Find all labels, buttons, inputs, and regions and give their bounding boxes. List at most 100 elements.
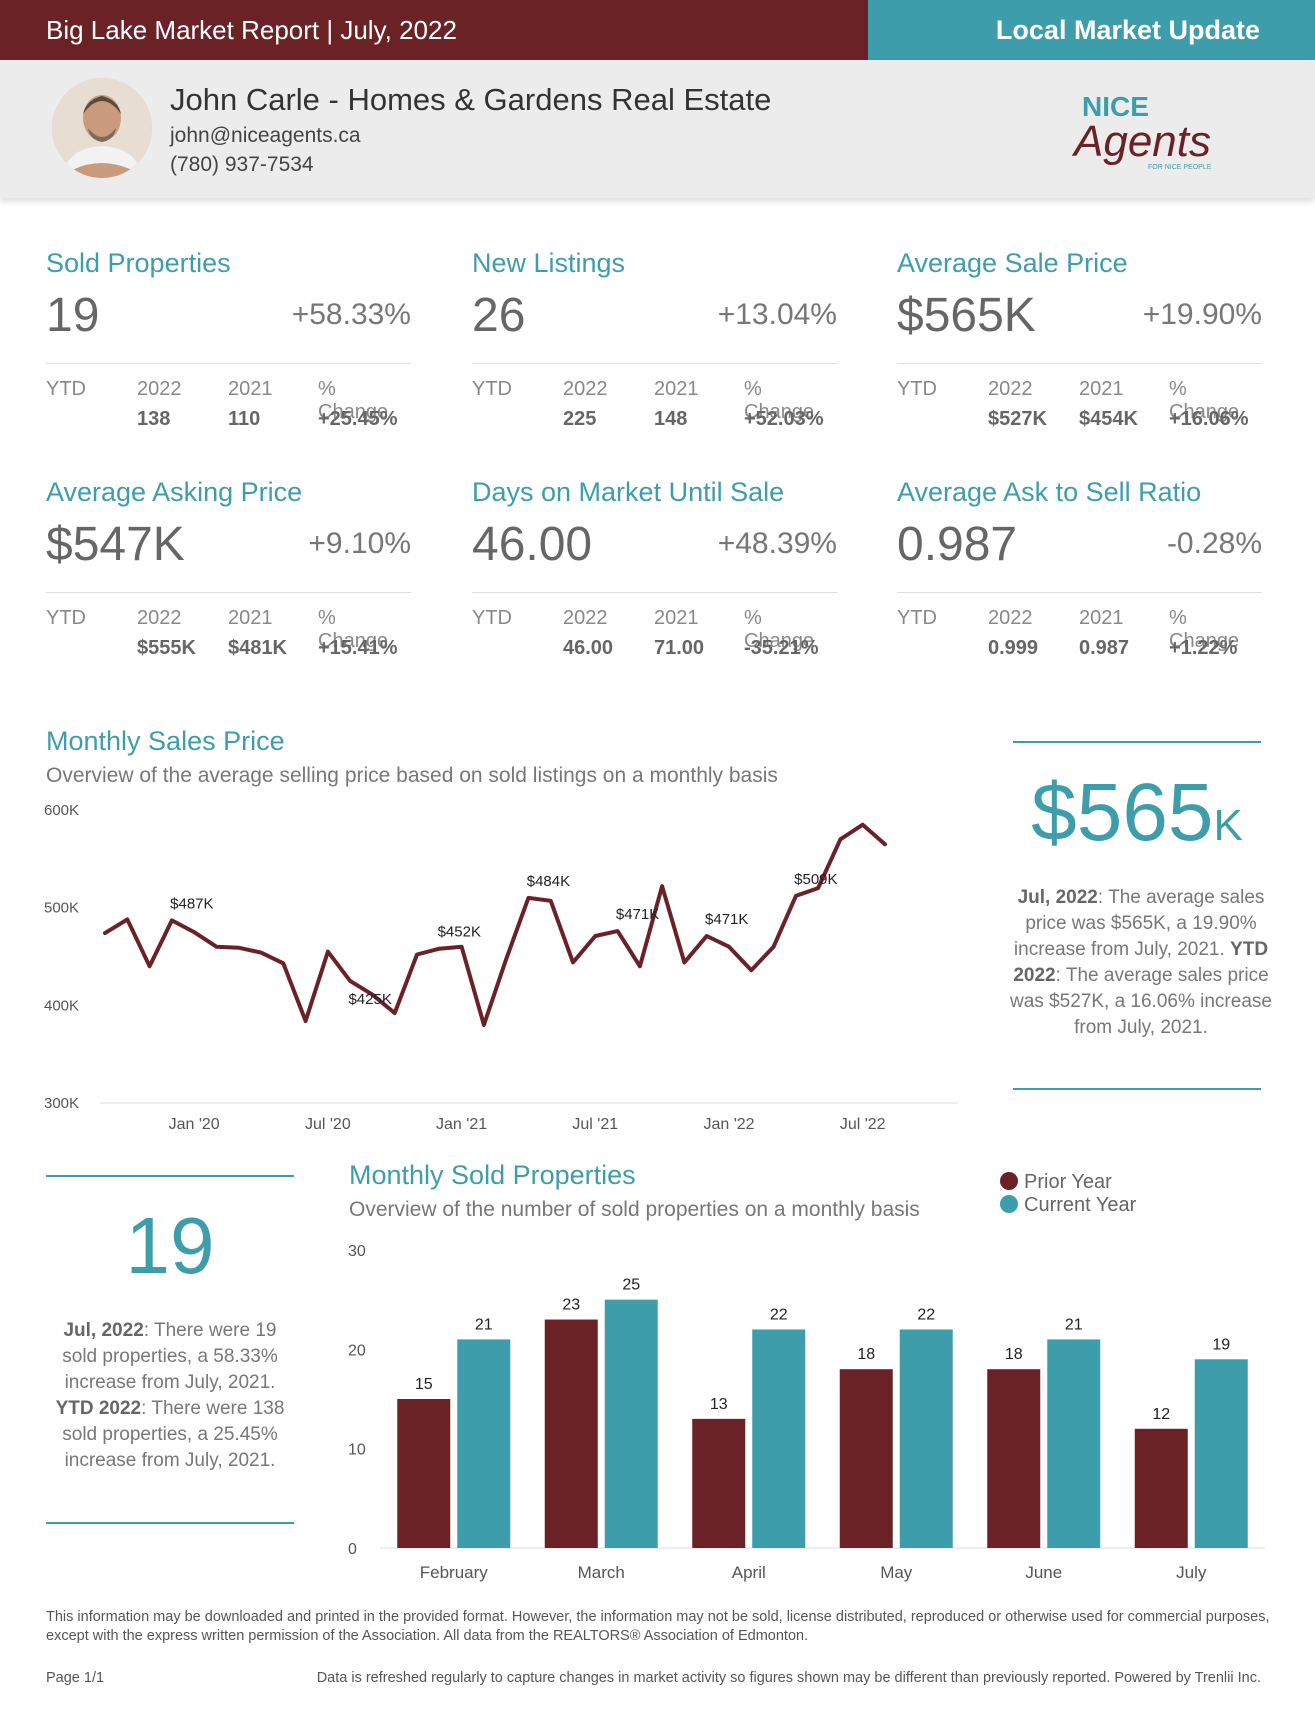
sales-price-point (772, 945, 776, 949)
y-tick-label: 500K (44, 900, 79, 917)
ytd-2021-value: $481K (228, 637, 287, 659)
sales-price-point (393, 1011, 397, 1015)
highlight-unit: K (1213, 801, 1243, 850)
divider (1013, 1088, 1261, 1090)
divider (472, 592, 837, 593)
ytd-2022-header: 2022 (988, 607, 1033, 629)
y-tick-label: 20 (348, 1342, 366, 1359)
data-label: $471K (616, 906, 659, 923)
data-label: $484K (527, 873, 570, 890)
ytd-label: YTD (897, 378, 937, 400)
stat-change: -0.28% (1166, 527, 1262, 560)
report-title: Big Lake Market Report | July, 2022 (0, 0, 868, 60)
stat-value: $565K (897, 289, 1036, 342)
monthly-sold-properties-subtitle: Overview of the number of sold propertie… (349, 1198, 920, 1221)
divider (897, 363, 1262, 364)
sales-price-point (638, 964, 642, 968)
bar-value-label: 21 (1065, 1316, 1083, 1333)
data-label: $452K (438, 924, 481, 941)
divider (897, 592, 1262, 593)
agent-name: John Carle - Homes & Gardens Real Estate (170, 82, 772, 117)
ytd-label: YTD (472, 607, 512, 629)
agent-avatar (52, 78, 152, 178)
agent-email[interactable]: john@niceagents.ca (170, 124, 361, 147)
stat-card-new-listings: New Listings 26 +13.04% YTD 2022 2021 % … (472, 248, 837, 438)
stat-title: Average Asking Price (46, 477, 303, 507)
disclaimer-text: This information may be downloaded and p… (46, 1609, 1270, 1644)
stat-title: Average Ask to Sell Ratio (897, 477, 1202, 507)
sales-price-point (727, 945, 731, 949)
ytd-change-header: % Change (1169, 378, 1240, 423)
bar-value-label: 22 (917, 1306, 935, 1323)
sales-price-point (281, 961, 285, 965)
note-date: Jul, 2022 (63, 1320, 144, 1341)
ytd-2022-header: 2022 (137, 378, 182, 400)
ytd-change-value: +16.06% (1169, 408, 1249, 430)
sales-price-point (749, 968, 753, 972)
sales-price-point (504, 957, 508, 961)
sales-price-point (237, 946, 241, 950)
note-text: : The average sales price was $565K, a 1… (1013, 887, 1265, 960)
ytd-label: YTD (46, 607, 86, 629)
local-market-update-badge: Local Market Update (868, 0, 1315, 60)
sales-price-point (304, 1019, 308, 1023)
current-year-bar (457, 1339, 511, 1548)
monthly-sales-price-subtitle: Overview of the average selling price ba… (46, 764, 778, 787)
monthly-sales-price-chart: 300K 400K 500K 600K Jan '20 Jul '20 Jan '21 Jul… (44, 802, 958, 1133)
bar-value-label: 12 (1152, 1406, 1170, 1423)
bar-value-label: 13 (710, 1396, 728, 1413)
current-year-bar (604, 1299, 658, 1548)
ytd-2021-value: $454K (1079, 408, 1138, 430)
ytd-2022-header: 2022 (988, 378, 1033, 400)
note-text: : There were 19 sold properties, a 58.33… (62, 1320, 278, 1393)
ytd-2022-value: 46.00 (563, 637, 614, 659)
average-price-highlight: $565K (1013, 766, 1261, 860)
ytd-2021-value: 0.987 (1079, 637, 1130, 659)
sales-price-point (370, 993, 374, 997)
average-price-note: Jul, 2022: The average sales price was $… (1010, 885, 1272, 1041)
ytd-label: YTD (472, 378, 512, 400)
data-refresh-note: Data is refreshed regularly to capture c… (316, 1670, 1261, 1686)
note-date: Jul, 2022 (1017, 887, 1098, 908)
ytd-2021-value: 148 (654, 408, 688, 430)
current-year-bar (752, 1329, 806, 1548)
monthly-sold-properties-chart: 0 10 20 30 15 21 February 23 25 March 13 22 April 18 2… (348, 1243, 1265, 1582)
data-label: $425K (348, 991, 391, 1008)
sales-price-point (682, 960, 686, 964)
monthly-sales-price-title: Monthly Sales Price (46, 726, 285, 756)
bar-value-label: 18 (1005, 1346, 1023, 1363)
sales-price-point (170, 918, 174, 922)
current-year-bar (1047, 1339, 1101, 1548)
bar-value-label: 23 (562, 1297, 580, 1314)
prior-year-swatch (1000, 1172, 1018, 1190)
prior-year-bar (987, 1369, 1041, 1548)
page-number: Page 1/1 (46, 1670, 105, 1686)
bar-value-label: 25 (622, 1277, 640, 1294)
sales-price-point (148, 964, 152, 968)
data-label: $487K (170, 895, 213, 912)
stat-title: Average Sale Price (897, 248, 1128, 278)
current-year-bar (899, 1329, 953, 1548)
ytd-2021-value: 71.00 (654, 637, 705, 659)
y-tick-label: 600K (44, 802, 79, 819)
y-tick-label: 300K (44, 1095, 79, 1112)
x-category-label: February (420, 1563, 489, 1582)
agent-phone[interactable]: (780) 937-7534 (170, 153, 314, 176)
ytd-change-value: +15.41% (318, 637, 398, 659)
x-category-label: April (732, 1563, 766, 1582)
y-tick-label: 10 (348, 1442, 366, 1459)
sales-price-point (192, 930, 196, 934)
stat-card-sold-properties: Sold Properties 19 +58.33% YTD 2022 2021… (46, 248, 411, 438)
x-category-label: May (880, 1563, 913, 1582)
data-label: $509K (794, 871, 837, 888)
stat-value: $547K (46, 518, 185, 571)
stat-card-average-asking-price: Average Asking Price $547K +9.10% YTD 20… (46, 477, 411, 667)
sales-price-point (259, 951, 263, 955)
x-tick-label: Jan '21 (436, 1116, 487, 1133)
top-banner: Big Lake Market Report | July, 2022 Loca… (0, 0, 1315, 60)
chart-legend: Prior Year Current Year (1000, 1171, 1270, 1216)
sales-price-point (838, 837, 842, 841)
y-tick-label: 400K (44, 997, 79, 1014)
ytd-2021-header: 2021 (228, 378, 273, 400)
ytd-change-value: -35.21% (744, 637, 819, 659)
